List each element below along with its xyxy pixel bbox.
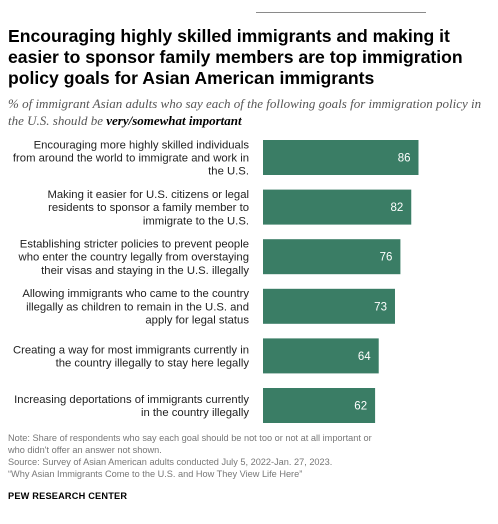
notes: Note: Share of respondents who say each …	[8, 432, 478, 480]
source-line: Source: Survey of Asian American adults …	[8, 457, 333, 468]
top-rule	[256, 12, 426, 13]
subtitle-emphasis: very/somewhat important	[106, 112, 242, 128]
bar	[263, 239, 401, 275]
organization-name: PEW RESEARCH CENTER	[8, 491, 128, 501]
category-label: illegally as children to remain in the U…	[26, 301, 249, 313]
chart-subtitle: % of immigrant Asian adults who say each…	[8, 96, 492, 129]
bar-value-label: 64	[358, 351, 371, 363]
report-title-line: “Why Asian Immigrants Come to the U.S. a…	[8, 469, 303, 480]
category-label: residents to sponsor a family member to	[48, 202, 249, 214]
category-label: the U.S.	[208, 166, 249, 178]
note-line: who didn't offer an answer not shown.	[8, 445, 162, 456]
bar	[263, 189, 412, 225]
category-label: the country illegally to stay here legal…	[56, 358, 250, 370]
category-label: their visas and staying in the U.S. ille…	[41, 265, 249, 277]
category-label: immigrate to the U.S.	[143, 215, 249, 227]
bar-chart: 86 Encouraging more highly skilled indivi…	[13, 139, 419, 423]
category-label: Encouraging more highly skilled individu…	[34, 139, 250, 151]
subtitle-text: % of immigrant Asian adults who say each…	[8, 96, 482, 128]
bar	[263, 388, 376, 423]
bar-value-label: 73	[374, 301, 387, 313]
note-line: Note: Share of respondents who say each …	[8, 433, 372, 443]
category-label: apply for legal status	[145, 315, 249, 327]
category-label: in the country illegally	[141, 407, 249, 419]
category-label: Establishing stricter policies to preven…	[20, 239, 249, 251]
bar-value-label: 86	[398, 153, 411, 165]
bar-value-label: 82	[390, 202, 403, 214]
category-label: Allowing immigrants who came to the coun…	[22, 288, 249, 300]
bar	[263, 140, 419, 175]
bar-value-label: 76	[380, 252, 393, 264]
category-label: Increasing deportations of immigrants cu…	[14, 394, 249, 406]
category-label: from around the world to immigrate and w…	[13, 153, 249, 165]
category-label: Creating a way for most immigrants curre…	[13, 344, 249, 356]
bar	[263, 288, 395, 324]
chart-title: Encouraging highly skilled immigrants an…	[8, 26, 463, 88]
category-label: who enter the country legally from overs…	[18, 252, 249, 264]
bar	[263, 338, 379, 374]
bar-value-label: 62	[354, 401, 367, 413]
category-label: Making it easier for U.S. citizens or le…	[47, 189, 249, 201]
